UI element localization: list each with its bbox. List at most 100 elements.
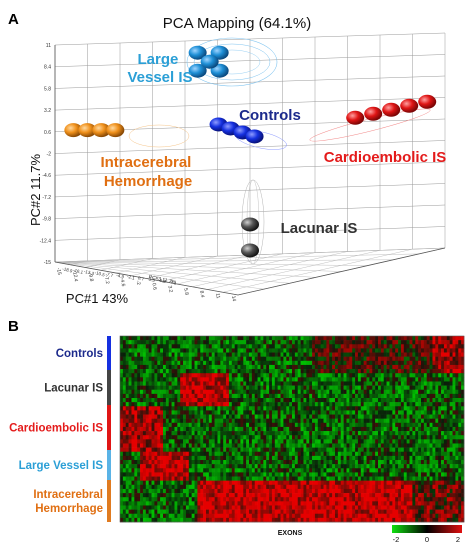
heatmap-cell bbox=[166, 365, 169, 369]
heatmap-cell bbox=[326, 373, 329, 377]
heatmap-cell bbox=[258, 443, 261, 447]
heatmap-cell bbox=[235, 402, 238, 406]
heatmap-cell bbox=[272, 501, 275, 505]
heatmap-cell bbox=[131, 448, 134, 452]
heatmap-cell bbox=[269, 460, 272, 464]
heatmap-cell bbox=[398, 357, 401, 361]
heatmap-cell bbox=[378, 415, 381, 419]
heatmap-cell bbox=[435, 456, 438, 460]
heatmap-cell bbox=[272, 377, 275, 381]
heatmap-cell bbox=[272, 373, 275, 377]
heatmap-cell bbox=[123, 423, 126, 427]
heatmap-cell bbox=[352, 340, 355, 344]
heatmap-cell bbox=[278, 381, 281, 385]
heatmap-cell bbox=[355, 369, 358, 373]
heatmap-cell bbox=[157, 348, 160, 352]
heatmap-cell bbox=[252, 353, 255, 357]
heatmap-cell bbox=[134, 460, 137, 464]
heatmap-cell bbox=[335, 357, 338, 361]
heatmap-cell bbox=[209, 452, 212, 456]
heatmap-cell bbox=[120, 423, 123, 427]
heatmap-cell bbox=[367, 448, 370, 452]
heatmap-cell bbox=[206, 336, 209, 340]
heatmap-cell bbox=[412, 481, 415, 485]
heatmap-cell bbox=[375, 336, 378, 340]
heatmap-cell bbox=[143, 410, 146, 414]
heatmap-cell bbox=[235, 472, 238, 476]
heatmap-cell bbox=[410, 406, 413, 410]
heatmap-cell bbox=[364, 369, 367, 373]
heatmap-cell bbox=[372, 431, 375, 435]
heatmap-cell bbox=[137, 439, 140, 443]
heatmap-cell bbox=[384, 410, 387, 414]
heatmap-cell bbox=[131, 344, 134, 348]
heatmap-cell bbox=[341, 481, 344, 485]
heatmap-cell bbox=[407, 452, 410, 456]
heatmap-cell bbox=[195, 464, 198, 468]
heatmap-cell bbox=[321, 468, 324, 472]
heatmap-cell bbox=[364, 464, 367, 468]
heatmap-cell bbox=[369, 377, 372, 381]
heatmap-cell bbox=[344, 497, 347, 501]
heatmap-cell bbox=[427, 406, 430, 410]
heatmap-cell bbox=[255, 365, 258, 369]
heatmap-cell bbox=[183, 340, 186, 344]
heatmap-cell bbox=[212, 456, 215, 460]
heatmap-cell bbox=[412, 369, 415, 373]
heatmap-cell bbox=[226, 435, 229, 439]
heatmap-cell bbox=[424, 435, 427, 439]
heatmap-cell bbox=[215, 381, 218, 385]
heatmap-cell bbox=[246, 340, 249, 344]
heatmap-cell bbox=[435, 415, 438, 419]
heatmap-cell bbox=[329, 394, 332, 398]
heatmap-cell bbox=[275, 361, 278, 365]
heatmap-cell bbox=[120, 497, 123, 501]
heatmap-cell bbox=[332, 386, 335, 390]
heatmap-cell bbox=[223, 410, 226, 414]
heatmap-cell bbox=[441, 415, 444, 419]
heatmap-cell bbox=[309, 415, 312, 419]
heatmap-cell bbox=[346, 489, 349, 493]
heatmap-cell bbox=[418, 456, 421, 460]
heatmap-cell bbox=[289, 468, 292, 472]
heatmap-cell bbox=[215, 398, 218, 402]
heatmap-cell bbox=[215, 406, 218, 410]
heatmap-cell bbox=[163, 448, 166, 452]
heatmap-cell bbox=[364, 336, 367, 340]
heatmap-cell bbox=[369, 415, 372, 419]
heatmap-cell bbox=[235, 369, 238, 373]
heatmap-cell bbox=[381, 448, 384, 452]
heatmap-cell bbox=[309, 464, 312, 468]
heatmap-cell bbox=[427, 373, 430, 377]
heatmap-cell bbox=[169, 468, 172, 472]
heatmap-cell bbox=[286, 369, 289, 373]
heatmap-cell bbox=[352, 377, 355, 381]
heatmap-cell bbox=[160, 460, 163, 464]
heatmap-cell bbox=[258, 419, 261, 423]
heatmap-cell bbox=[212, 381, 215, 385]
heatmap-cell bbox=[157, 419, 160, 423]
heatmap-cell bbox=[303, 377, 306, 381]
heatmap-cell bbox=[166, 381, 169, 385]
heatmap-cell bbox=[341, 439, 344, 443]
heatmap-cell bbox=[286, 427, 289, 431]
heatmap-cell bbox=[306, 477, 309, 481]
heatmap-cell bbox=[292, 344, 295, 348]
heatmap-cell bbox=[249, 365, 252, 369]
heatmap-cell bbox=[447, 377, 450, 381]
heatmap-cell bbox=[401, 452, 404, 456]
heatmap-cell bbox=[315, 402, 318, 406]
heatmap-cell bbox=[332, 415, 335, 419]
heatmap-cell bbox=[238, 497, 241, 501]
heatmap-cell bbox=[458, 394, 461, 398]
heatmap-cell bbox=[240, 373, 243, 377]
heatmap-cell bbox=[243, 443, 246, 447]
heatmap-cell bbox=[232, 410, 235, 414]
heatmap-cell bbox=[318, 369, 321, 373]
heatmap-cell bbox=[415, 448, 418, 452]
heatmap-cell bbox=[183, 369, 186, 373]
heatmap-cell bbox=[387, 377, 390, 381]
heatmap-cell bbox=[444, 443, 447, 447]
heatmap-cell bbox=[232, 377, 235, 381]
heatmap-cell bbox=[421, 373, 424, 377]
